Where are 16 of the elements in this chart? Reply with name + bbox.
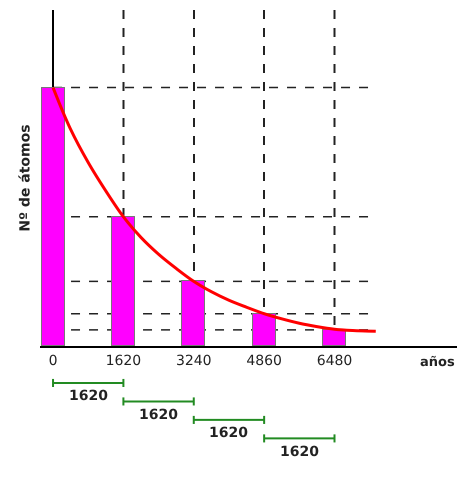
bar bbox=[111, 216, 135, 346]
bar bbox=[322, 329, 346, 346]
bar bbox=[181, 280, 205, 346]
x-tick-label: 4860 bbox=[246, 352, 282, 369]
x-tick-label: 1620 bbox=[106, 352, 142, 369]
x-tick-label: 6480 bbox=[316, 352, 352, 369]
bar bbox=[41, 87, 65, 346]
text: 1620 bbox=[280, 444, 320, 460]
x-tick-label: 0 bbox=[48, 352, 58, 369]
text: 1620 bbox=[139, 407, 178, 423]
bar bbox=[252, 313, 276, 346]
text: 1620 bbox=[209, 425, 248, 441]
text: 1620 bbox=[69, 388, 108, 404]
x-tick-label: 3240 bbox=[176, 352, 212, 369]
y-axis-title: Nº de átomos bbox=[18, 124, 34, 232]
x-axis-title: años bbox=[420, 355, 455, 370]
